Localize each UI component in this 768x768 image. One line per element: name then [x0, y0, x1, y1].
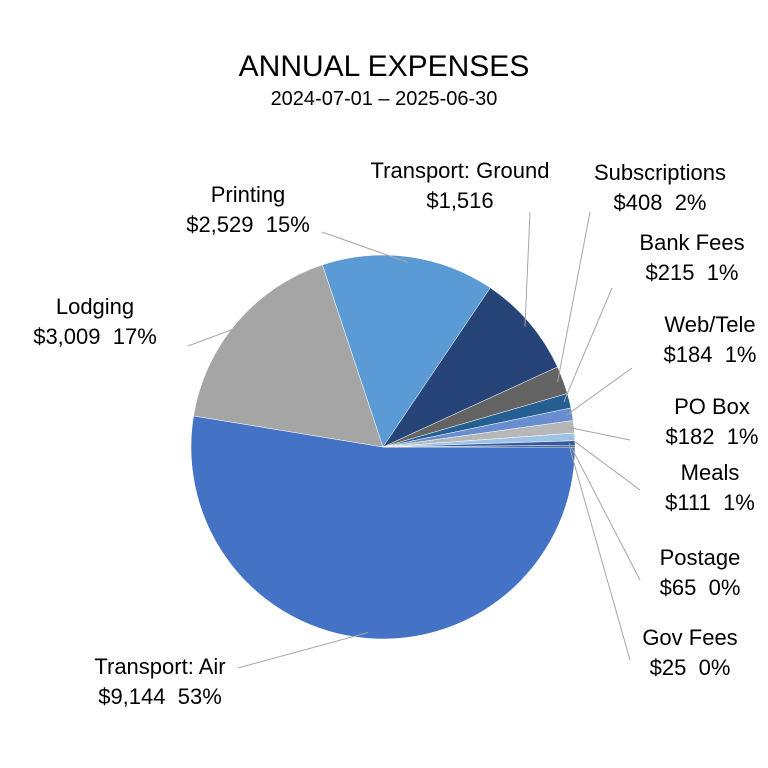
data-label: Subscriptions $408 2%	[560, 158, 760, 218]
data-label: Postage $65 0%	[635, 543, 765, 603]
category-label: PO Box	[674, 394, 750, 419]
pie-slice	[193, 264, 384, 448]
chart-subtitle: 2024-07-01 – 2025-06-30	[270, 88, 498, 110]
percent-label: 17%	[112, 324, 157, 349]
leader-line	[568, 436, 641, 491]
pie-slice	[382, 445, 576, 448]
pie-slice	[190, 415, 576, 640]
leader-line	[524, 211, 531, 327]
percent-label: 15%	[265, 212, 310, 237]
leader-line	[568, 426, 631, 441]
value-label: $182	[665, 424, 715, 449]
category-label: Printing	[210, 182, 286, 207]
value-label: $3,009	[33, 324, 101, 349]
data-label: Meals $111 1%	[645, 458, 768, 518]
leader-line	[187, 325, 242, 347]
value-label: $2,529	[186, 212, 254, 237]
percent-label: 1%	[706, 260, 739, 285]
data-label: Transport: Air $9,144 53%	[50, 652, 270, 712]
data-label: Web/Tele $184 1%	[645, 310, 768, 370]
category-label: Subscriptions	[593, 160, 727, 185]
pie-slice	[382, 287, 558, 448]
leader-line	[557, 211, 591, 383]
leader-line	[237, 632, 369, 669]
category-label: Postage	[659, 545, 741, 570]
percent-label: 1%	[724, 342, 757, 367]
value-label: $184	[663, 342, 713, 367]
value-label: $65	[659, 575, 697, 600]
data-label: Lodging $3,009 17%	[0, 292, 195, 352]
data-label: Bank Fees $215 1%	[617, 228, 767, 288]
leader-line	[563, 287, 613, 403]
leader-line	[568, 446, 631, 661]
percent-label: 0%	[708, 575, 741, 600]
category-label: Web/Tele	[664, 312, 756, 337]
value-label: $25	[649, 655, 687, 680]
value-label: $215	[645, 260, 695, 285]
percent-label: 2%	[674, 190, 707, 215]
percent-label: 1%	[723, 490, 755, 515]
category-label: Gov Fees	[642, 625, 738, 650]
data-label: PO Box $182 1%	[647, 392, 768, 452]
value-label: $9,144	[98, 684, 166, 709]
category-label: Lodging	[55, 294, 135, 319]
category-label: Bank Fees	[639, 230, 745, 255]
data-label: Transport: Ground $1,516	[355, 156, 565, 216]
value-label: $111	[665, 490, 711, 515]
percent-label: 53%	[177, 684, 222, 709]
percent-label: 1%	[726, 424, 759, 449]
leader-line	[568, 442, 641, 581]
percent-label: 0%	[698, 655, 731, 680]
value-label: $408	[613, 190, 663, 215]
leader-line	[566, 367, 633, 416]
data-label: Gov Fees $25 0%	[625, 623, 755, 683]
chart-title: ANNUAL EXPENSES	[238, 50, 530, 83]
category-label: Transport: Ground	[370, 158, 550, 183]
category-label: Transport: Air	[94, 654, 226, 679]
leader-line	[321, 231, 409, 263]
value-label: $1,516	[426, 188, 494, 213]
data-label: Printing $2,529 15%	[148, 180, 348, 240]
category-label: Meals	[680, 460, 740, 485]
pie-slice	[322, 254, 491, 448]
